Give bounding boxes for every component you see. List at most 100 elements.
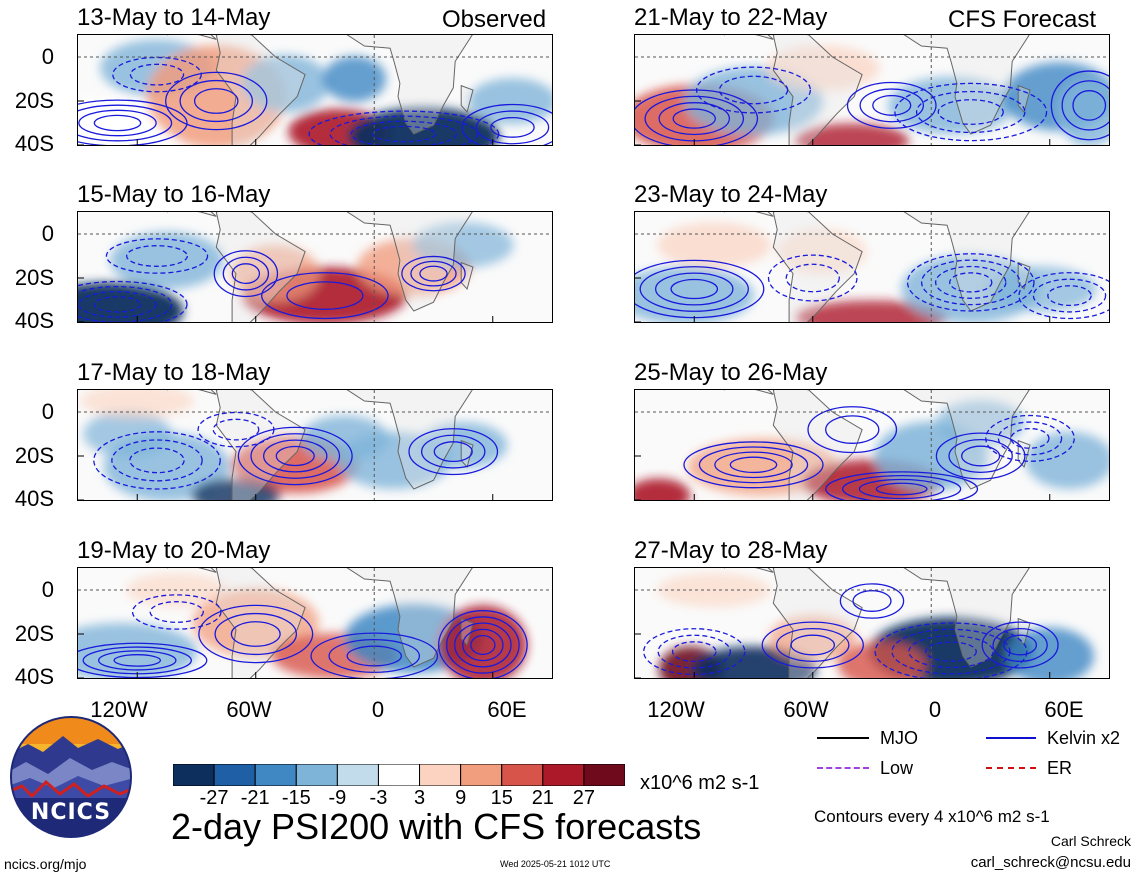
anomaly-shading (80, 390, 195, 419)
anomaly-shading (1057, 77, 1109, 145)
anomaly-shading (231, 245, 320, 303)
colorbar-units: x10^6 m2 s-1 (640, 772, 760, 794)
map-panel-3 (77, 211, 553, 323)
kelvin-contour (846, 81, 937, 129)
ncics-logo[interactable]: NCICS (8, 714, 134, 840)
kelvin-contour (935, 432, 1026, 480)
lon-label-0: 0 (928, 697, 942, 722)
kelvin-contour (948, 439, 1013, 473)
map-panel-6 (634, 389, 1110, 501)
kelvin-contour (419, 265, 448, 282)
map-panel-1 (77, 34, 553, 146)
colorbar-swatch (336, 763, 379, 787)
kelvin-contour (698, 446, 809, 484)
kelvin-contour (858, 478, 945, 500)
continent-outline (166, 212, 217, 217)
panel-title-6: 25-May to 26-May (634, 359, 828, 386)
kelvin-contour (1061, 80, 1109, 131)
continent-outline (215, 212, 306, 322)
kelvin-contour (1018, 272, 1109, 320)
lat-label-20s: 20S (14, 443, 54, 468)
lat-label-20s: 20S (14, 88, 54, 113)
kelvin-contour (129, 63, 185, 86)
anomaly-shading (191, 478, 281, 500)
lat-label-20s: 20S (14, 621, 54, 646)
kelvin-contour (654, 272, 734, 306)
kelvin-contour (635, 89, 759, 145)
kelvin-contour (420, 434, 486, 469)
lon-label-60e: 60E (1044, 697, 1084, 722)
panel-title-2: 21-May to 22-May (634, 4, 828, 31)
kelvin-contour (401, 255, 466, 292)
lat-label-0: 0 (41, 44, 54, 69)
continent-outline (166, 568, 217, 573)
logo-text: NCICS (30, 800, 112, 825)
kelvin-contour (310, 632, 439, 678)
panel-title-1: 13-May to 14-May (77, 4, 271, 31)
anomaly-shading (982, 266, 1097, 312)
kelvin-contour (408, 428, 499, 476)
observed-tag: Observed (442, 6, 547, 33)
colorbar-swatch (419, 763, 462, 787)
kelvin-contour (286, 281, 364, 310)
kelvin-contour (961, 445, 1001, 467)
continent-outline (460, 84, 474, 114)
kelvin-contour (308, 110, 500, 145)
forecast-tag: CFS Forecast (948, 6, 1097, 33)
colorbar-swatch (501, 763, 544, 787)
lon-label-60w: 60W (783, 697, 829, 722)
continent-outline (772, 35, 863, 145)
colorbar-tick-label: 21 (531, 787, 554, 809)
kelvin-contour (1010, 427, 1050, 449)
lat-label-40s: 40S (14, 486, 54, 511)
kelvin-contour (729, 456, 778, 474)
lat-label-0: 0 (41, 221, 54, 246)
colorbar-swatch (213, 763, 256, 787)
lat-label-20s: 20S (14, 265, 54, 290)
kelvin-contour (212, 418, 260, 441)
colorbar-tick-label: 3 (413, 787, 426, 809)
mjo-legend-line (817, 737, 869, 739)
kelvin-contour (131, 594, 222, 630)
kelvin-contour (981, 621, 1059, 669)
colorbar-tick-label: 15 (490, 787, 513, 809)
kelvin-contour (825, 471, 979, 500)
kelvin-contour (193, 88, 239, 114)
kelvin-contour (761, 621, 864, 669)
kelvin-contour (839, 583, 905, 619)
kelvin-contour (949, 272, 993, 293)
timestamp: Wed 2025-05-21 1012 UTC (500, 859, 611, 869)
kelvin-contour (111, 439, 203, 482)
kelvin-contour (825, 415, 880, 444)
kelvin-contour (197, 411, 275, 448)
anomaly-shading (418, 422, 508, 468)
anomaly-shading (778, 228, 867, 275)
kelvin-contour (237, 426, 353, 486)
kelvin-contour (859, 88, 924, 123)
anomaly-shading (322, 56, 387, 102)
kelvin-contour (937, 99, 1004, 125)
colorbar-tick-label: 27 (572, 787, 596, 809)
kelvin-contour (105, 238, 209, 274)
kelvin-contour (874, 622, 1028, 678)
anomaly-shading (192, 588, 319, 658)
kelvin-contour (113, 654, 162, 667)
kelvin-contour (231, 263, 261, 285)
contours-note: Contours every 4 x10^6 m2 s-1 (814, 807, 1050, 826)
lon-label-120w: 120W (647, 697, 705, 722)
kelvin-contour (852, 590, 892, 612)
colorbar-swatch (254, 763, 297, 787)
kelvin-contour (1050, 70, 1109, 141)
kelvin-contour (639, 266, 749, 312)
colorbar-tick-label: 9 (455, 787, 467, 809)
continent-outline (772, 212, 863, 322)
colorbar-tick-label: -27 (199, 787, 229, 809)
anomaly-shading (1025, 431, 1109, 489)
kelvin-contour (230, 621, 281, 647)
kelvin-contour (490, 116, 535, 138)
site-link[interactable]: ncics.org/mjo (4, 856, 87, 872)
kelvin-contour (179, 79, 254, 123)
continent-outline (723, 390, 774, 395)
kelvin-contour (329, 115, 479, 145)
kelvin-contour (997, 421, 1063, 456)
